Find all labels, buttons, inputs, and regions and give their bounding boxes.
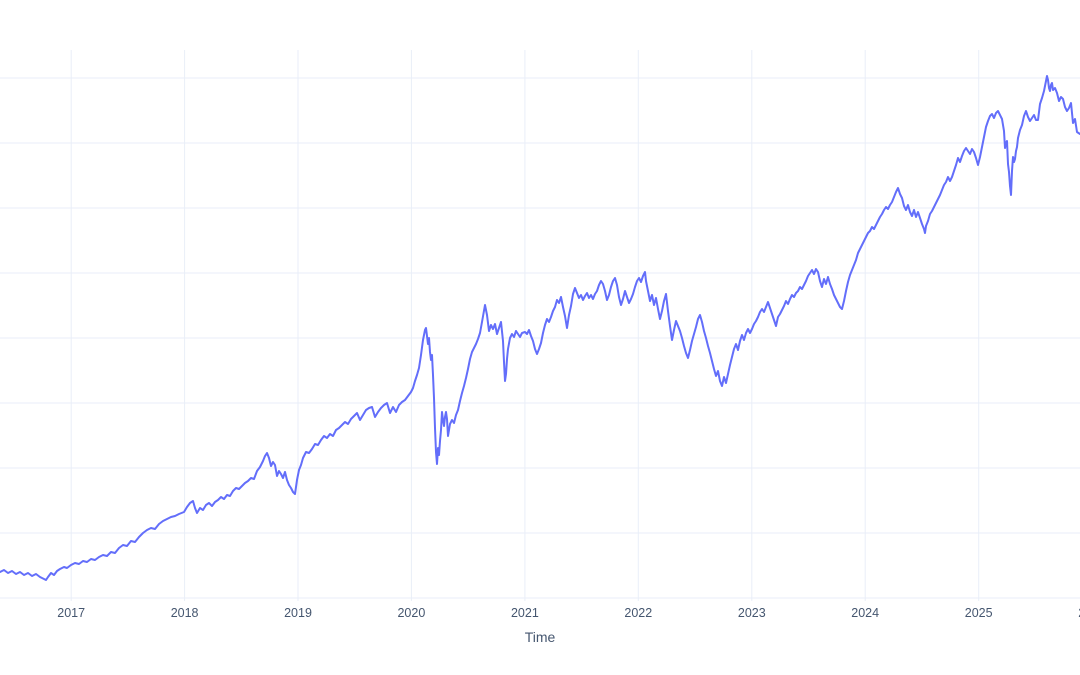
- x-axis-title: Time: [524, 629, 556, 645]
- x-tick-label-2020: 2020: [397, 606, 426, 620]
- x-tick-label-2024: 2024: [851, 606, 880, 620]
- x-tick-label-2023: 2023: [737, 606, 766, 620]
- x-tick-label-2021: 2021: [510, 606, 539, 620]
- price-series-line: [0, 75, 1080, 581]
- x-tick-label-2026: 2026: [1078, 606, 1080, 620]
- x-tick-label-2018: 2018: [170, 606, 199, 620]
- x-tick-label-2025: 2025: [964, 606, 993, 620]
- vertical-gridlines: [70, 50, 980, 601]
- x-tick-label-2017: 2017: [57, 606, 86, 620]
- x-tick-label-2022: 2022: [624, 606, 653, 620]
- series-group: [0, 75, 1080, 581]
- horizontal-gridlines: [0, 77, 1080, 599]
- x-tick-label-2019: 2019: [284, 606, 312, 620]
